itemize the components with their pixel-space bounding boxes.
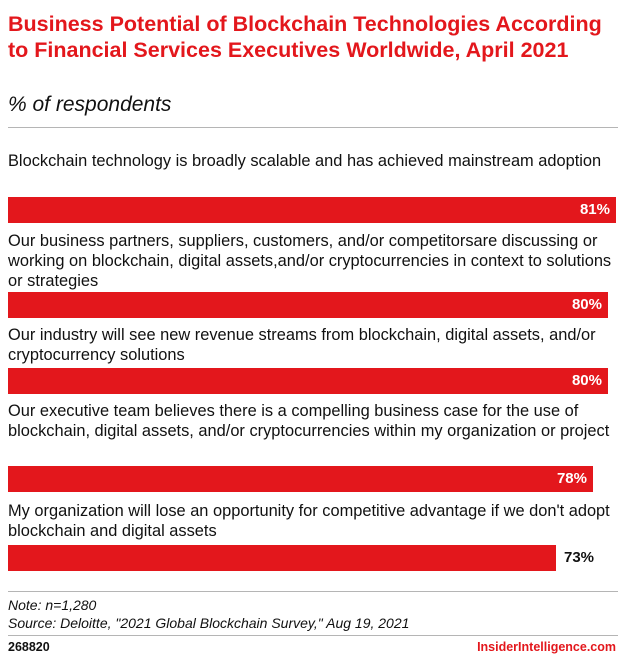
bar: 78% <box>8 466 593 492</box>
brand-link[interactable]: InsiderIntelligence.com <box>477 640 616 654</box>
chart-id: 268820 <box>8 640 50 654</box>
category-label: Our executive team believes there is a c… <box>8 402 610 440</box>
chart-subtitle: % of respondents <box>8 93 172 116</box>
bar: 81% <box>8 197 616 223</box>
top-divider <box>8 127 618 128</box>
source-text: Source: Deloitte, "2021 Global Blockchai… <box>8 615 410 631</box>
value-label: 73% <box>564 549 595 566</box>
category-label: Our business partners, suppliers, custom… <box>8 232 612 290</box>
value-label: 80% <box>571 296 602 313</box>
category-label: Our industry will see new revenue stream… <box>8 326 596 364</box>
chart-title: Business Potential of Blockchain Technol… <box>8 12 602 62</box>
bar: 80% <box>8 292 608 318</box>
bar <box>8 545 556 571</box>
value-label: 81% <box>579 201 610 218</box>
note-text: Note: n=1,280 <box>8 597 97 613</box>
category-label: My organization will lose an opportunity… <box>8 502 610 540</box>
category-label: Blockchain technology is broadly scalabl… <box>8 152 602 170</box>
value-label: 78% <box>556 470 587 487</box>
footer-divider <box>8 635 618 636</box>
bottom-divider <box>8 591 618 592</box>
bar: 80% <box>8 368 608 394</box>
value-label: 80% <box>571 372 602 389</box>
